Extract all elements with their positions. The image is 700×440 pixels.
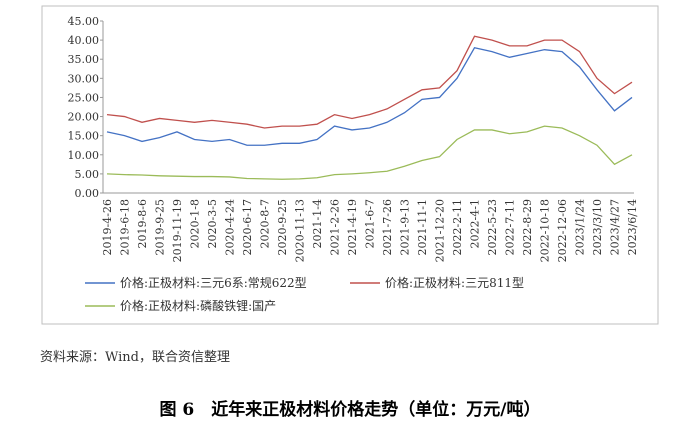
x-tick-label: 2021-12-20 — [434, 199, 447, 262]
x-tick-label: 2021-9-13 — [399, 199, 412, 255]
x-tick-label: 2020-1-8 — [189, 199, 202, 248]
x-tick-label: 2020-3-5 — [206, 199, 219, 248]
x-tick-label: 2020-9-25 — [276, 199, 289, 255]
x-tick-label: 2020-11-13 — [294, 199, 307, 262]
x-tick-label: 2021-7-26 — [381, 199, 394, 255]
y-tick-label: 30.00 — [68, 72, 100, 85]
source-note: 资料来源：Wind，联合资信整理 — [40, 350, 230, 365]
x-tick-label: 2022-10-18 — [539, 199, 552, 262]
y-tick-label: 45.00 — [68, 15, 100, 28]
x-tick-label: 2019-6-18 — [119, 199, 132, 255]
y-tick-label: 20.00 — [68, 111, 100, 124]
chart-frame — [41, 5, 659, 325]
x-tick-label: 2023/6/14 — [626, 199, 639, 255]
x-tick-label: 2019-4-26 — [101, 199, 114, 255]
x-tick-label: 2020-8-7 — [259, 199, 272, 248]
x-tick-label: 2022-12-06 — [556, 199, 569, 262]
x-tick-label: 2021-4-19 — [346, 199, 359, 255]
x-tick-label: 2021-6-7 — [364, 199, 377, 248]
y-tick-label: 10.00 — [68, 149, 100, 162]
y-tick-label: 25.00 — [68, 91, 100, 104]
y-tick-label: 5.00 — [75, 168, 100, 181]
x-tick-label: 2021-11-1 — [416, 199, 429, 255]
y-tick-label: 35.00 — [68, 53, 100, 66]
x-tick-label: 2022-7-11 — [504, 199, 517, 255]
x-tick-label: 2023/3/10 — [591, 199, 604, 255]
y-tick-label: 40.00 — [68, 34, 100, 47]
x-tick-label: 2020-6-17 — [241, 199, 254, 255]
x-tick-label: 2019-8-6 — [136, 199, 149, 248]
legend-label: 价格:正极材料:三元6系:常规622型 — [120, 275, 307, 290]
y-tick-label: 15.00 — [68, 130, 100, 143]
x-tick-label: 2019-9-25 — [154, 199, 167, 255]
x-tick-label: 2023/4/27 — [609, 199, 622, 255]
series-line — [106, 125, 633, 180]
chart-title: 图 6 近年来正极材料价格走势（单位：万元/吨） — [160, 399, 541, 420]
y-tick-label: 0.00 — [75, 187, 100, 200]
x-tick-label: 2019-11-19 — [171, 199, 184, 262]
x-tick-label: 2023/1/24 — [574, 199, 587, 255]
x-tick-label: 2022-4-1 — [469, 199, 482, 248]
series-line — [106, 47, 633, 146]
series-line — [106, 35, 633, 129]
x-tick-label: 2022-2-11 — [451, 199, 464, 255]
x-tick-label: 2021-1-4 — [311, 199, 324, 248]
legend-label: 价格:正极材料:磷酸铁锂:国产 — [120, 298, 276, 313]
x-tick-label: 2021-2-26 — [329, 199, 342, 255]
x-tick-label: 2020-4-24 — [224, 199, 237, 255]
legend-label: 价格:正极材料:三元811型 — [385, 275, 524, 290]
x-tick-label: 2022-8-29 — [521, 199, 534, 255]
x-tick-label: 2022-5-23 — [486, 199, 499, 255]
